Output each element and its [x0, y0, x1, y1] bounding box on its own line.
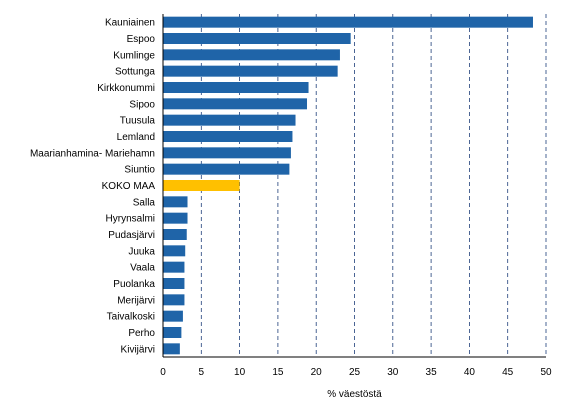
bar: [163, 163, 290, 175]
x-tick-label: 15: [272, 367, 284, 378]
category-label: Maarianhamina- Mariehamn: [30, 148, 155, 159]
x-tick-label: 10: [234, 367, 246, 378]
x-tick-label: 35: [426, 367, 438, 378]
category-label: Puolanka: [113, 279, 155, 290]
bar: [163, 245, 186, 257]
category-label: Vaala: [130, 263, 155, 274]
x-tick-labels: 0 5 10 15 20 25 30 35 40 45 50: [160, 367, 552, 378]
axes: [162, 14, 546, 358]
category-label: Kirkkonummi: [97, 83, 155, 94]
category-label: Taivalkoski: [107, 312, 155, 323]
bar: [163, 114, 296, 126]
category-label: Kivijärvi: [121, 344, 155, 355]
category-label: KOKO MAA: [102, 181, 156, 192]
bar: [163, 180, 240, 191]
category-label: Lemland: [117, 132, 155, 143]
bar: [163, 65, 338, 77]
category-label: Perho: [128, 328, 155, 339]
bar: [163, 343, 180, 355]
category-label: Sipoo: [129, 99, 155, 110]
bar: [163, 16, 533, 28]
category-label: Tuusula: [120, 116, 156, 127]
category-label: Salla: [133, 197, 156, 208]
x-tick-label: 30: [387, 367, 399, 378]
bar: [163, 212, 188, 224]
category-label: Merijärvi: [117, 295, 155, 306]
category-labels: Kauniainen Espoo Kumlinge Sottunga Kirkkonum…: [30, 18, 155, 356]
category-label: Espoo: [127, 34, 156, 45]
bar: [163, 261, 185, 273]
grid-lines: [200, 14, 547, 357]
x-tick-label: 5: [199, 367, 205, 378]
bar: [163, 98, 308, 110]
category-label: Juuka: [128, 246, 155, 257]
bar: [163, 82, 309, 93]
x-axis-title: % väestöstä: [327, 389, 382, 400]
category-label: Siuntio: [124, 165, 155, 176]
x-tick-label: 40: [464, 367, 476, 378]
x-tick-label: 25: [349, 367, 361, 378]
bar: [163, 33, 351, 44]
category-label: Sottunga: [115, 67, 155, 78]
x-tick-label: 20: [311, 367, 323, 378]
category-label: Pudasjärvi: [108, 230, 155, 241]
bar: [163, 49, 340, 61]
x-tick-label: 0: [160, 367, 166, 378]
bar: [163, 327, 182, 338]
x-tick-label: 45: [502, 367, 514, 378]
category-label: Kauniainen: [105, 18, 155, 29]
bar: [163, 147, 291, 159]
bars: [163, 16, 533, 355]
bar: [163, 196, 188, 208]
category-label: Kumlinge: [113, 50, 155, 61]
category-label: Hyrynsalmi: [106, 214, 155, 225]
bar: [163, 310, 183, 322]
bar: [163, 229, 187, 240]
bar: [163, 278, 185, 289]
bar: [163, 294, 185, 306]
x-tick-label: 50: [540, 367, 552, 378]
bar: [163, 131, 293, 142]
